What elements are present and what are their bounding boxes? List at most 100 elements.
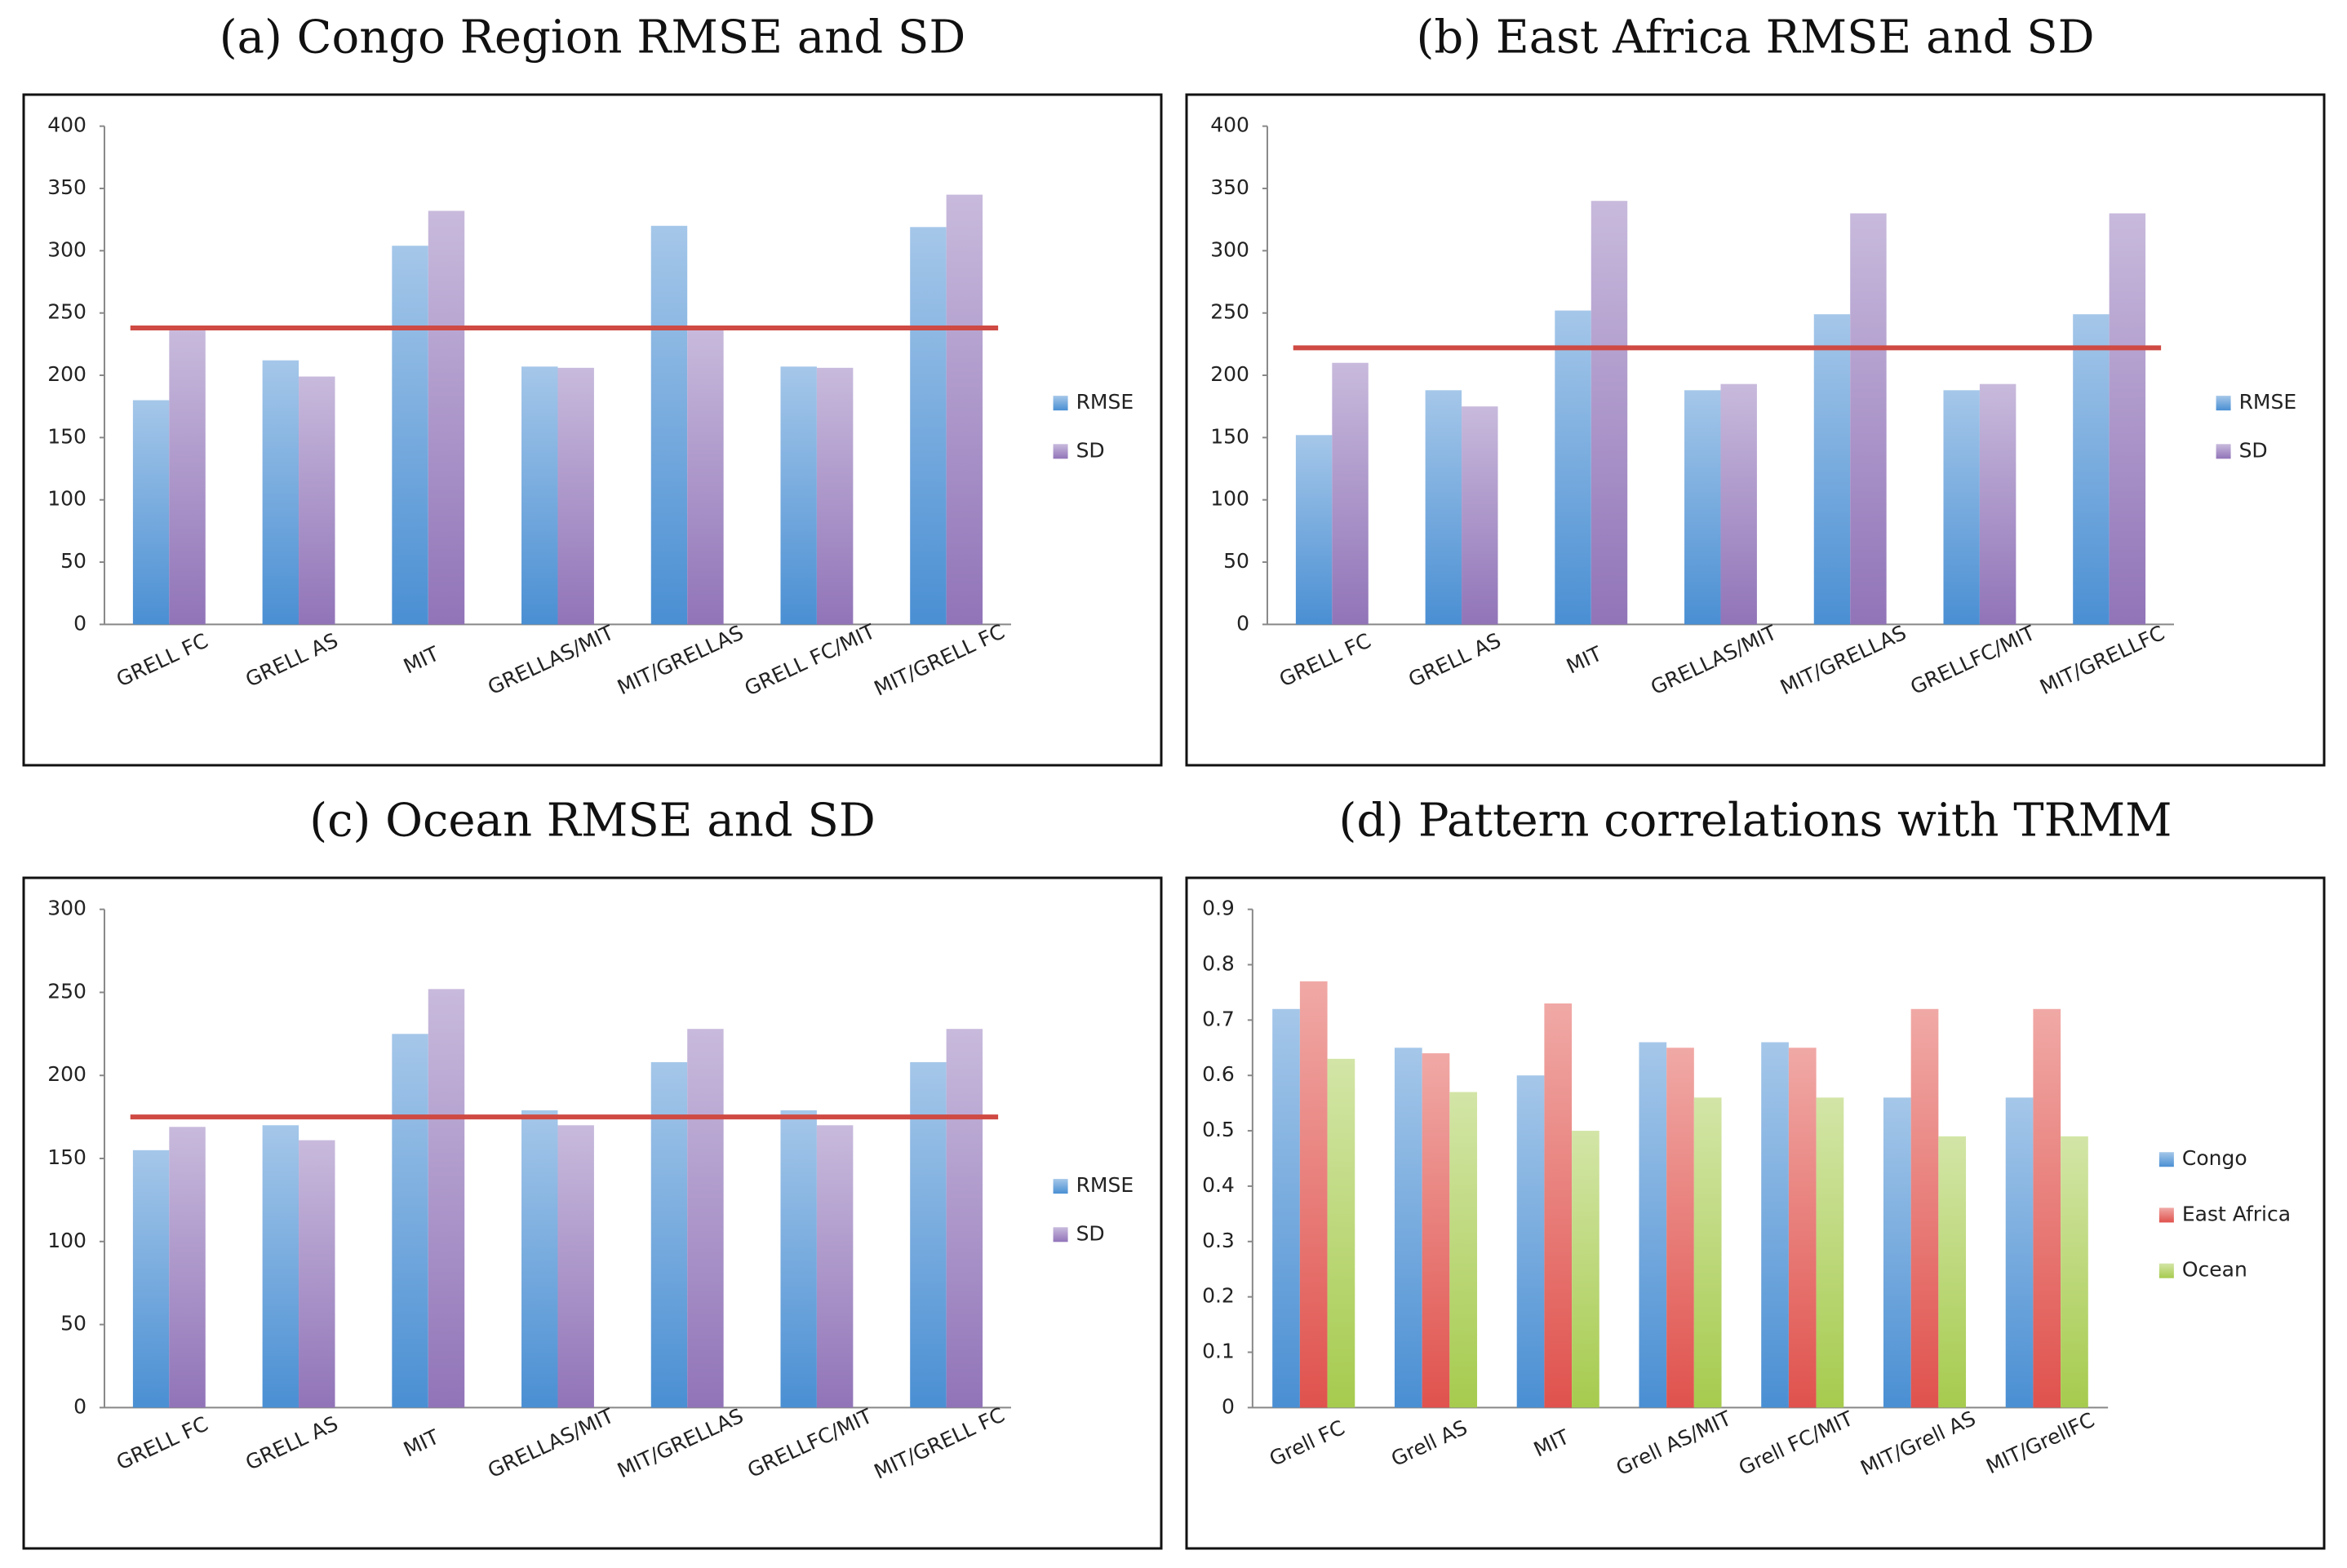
bar	[428, 210, 465, 625]
x-tick-label: MIT/GRELLAS	[1777, 621, 1910, 700]
bar	[1943, 390, 1980, 625]
x-tick-label: Grell FC	[1266, 1415, 1348, 1471]
y-tick-label: 300	[47, 237, 87, 261]
bar	[1883, 1097, 1911, 1408]
bar	[262, 1125, 299, 1408]
y-tick-label: 300	[1210, 237, 1249, 261]
x-tick-label: MIT	[400, 641, 443, 678]
bar	[1816, 1097, 1844, 1408]
y-tick-label: 0.9	[1202, 897, 1235, 920]
bar	[521, 1110, 558, 1408]
bar	[910, 1061, 947, 1408]
bar	[1299, 981, 1328, 1408]
x-tick-label: MIT/GRELL FC	[871, 1402, 1009, 1483]
y-tick-label: 150	[1210, 424, 1249, 448]
bar	[650, 1061, 688, 1408]
y-tick-label: 0	[73, 611, 87, 635]
bar	[169, 1127, 206, 1408]
x-tick-label: GRELLFC/MIT	[744, 1404, 876, 1482]
legend-label: Congo	[2182, 1146, 2247, 1170]
x-tick-label: MIT/Grell AS	[1857, 1406, 1979, 1480]
bar	[1327, 1058, 1355, 1408]
bar	[780, 366, 817, 625]
x-tick-label: GRELL AS	[242, 1411, 341, 1475]
x-tick-label: GRELL FC	[113, 1411, 211, 1474]
bar	[816, 1125, 854, 1408]
y-tick-label: 400	[47, 113, 87, 137]
bar	[1449, 1092, 1478, 1408]
y-tick-label: 200	[1210, 362, 1249, 386]
bar	[687, 1029, 724, 1408]
legend-label: East Africa	[2182, 1202, 2291, 1225]
y-tick-label: 0.3	[1202, 1229, 1235, 1252]
legend-swatch	[2158, 1152, 2174, 1167]
y-tick-label: 200	[47, 362, 87, 386]
bar	[299, 1140, 335, 1408]
y-tick-label: 0.4	[1202, 1173, 1235, 1197]
y-tick-label: 0.6	[1202, 1062, 1235, 1086]
bar	[1272, 1008, 1300, 1408]
legend-label: RMSE	[1076, 390, 1134, 414]
bar	[1761, 1042, 1789, 1408]
x-tick-label: MIT/GRELLAS	[614, 621, 747, 700]
bar	[1544, 1003, 1573, 1408]
bar	[2061, 1136, 2088, 1408]
bar	[1910, 1008, 1939, 1408]
x-tick-label: MIT/GRELLFC	[2036, 621, 2168, 699]
bar	[521, 366, 558, 625]
y-tick-label: 50	[60, 1312, 87, 1335]
y-tick-label: 50	[1223, 549, 1249, 573]
y-tick-label: 100	[47, 1229, 87, 1252]
bar	[1813, 314, 1851, 625]
x-tick-label: GRELLAS/MIT	[1647, 620, 1781, 699]
bar	[1684, 390, 1721, 625]
bar	[1332, 362, 1369, 625]
y-tick-label: 300	[47, 897, 87, 920]
bar	[132, 1149, 170, 1408]
bar	[1938, 1136, 1967, 1408]
legend-swatch	[1053, 1179, 1068, 1194]
x-tick-label: MIT	[1563, 641, 1606, 678]
bar	[2033, 1008, 2061, 1408]
legend-swatch	[1053, 444, 1068, 459]
legend-swatch	[2216, 444, 2231, 459]
y-tick-label: 50	[60, 549, 87, 573]
legend-label: RMSE	[1076, 1173, 1134, 1197]
bar	[1591, 201, 1628, 625]
legend-swatch	[2158, 1263, 2174, 1278]
bar	[1850, 213, 1887, 625]
legend-swatch	[1053, 396, 1068, 411]
chart-title: (a) Congo Region RMSE and SD	[220, 11, 965, 64]
y-tick-label: 400	[1210, 113, 1249, 137]
panel-border	[22, 876, 1163, 1550]
legend-swatch	[2216, 396, 2231, 411]
bar	[1788, 1048, 1817, 1408]
chart-title: (c) Ocean RMSE and SD	[309, 795, 875, 848]
bar	[1572, 1131, 1599, 1408]
y-tick-label: 0.8	[1202, 951, 1235, 975]
bar	[392, 246, 428, 625]
bar	[392, 1034, 428, 1408]
y-tick-label: 0.2	[1202, 1284, 1235, 1308]
y-tick-label: 200	[47, 1062, 87, 1086]
x-tick-label: MIT/GRELL FC	[871, 619, 1009, 700]
bar	[1693, 1097, 1722, 1408]
panel-border	[1185, 876, 2326, 1550]
bar	[1979, 383, 2016, 625]
bar	[299, 376, 335, 625]
y-tick-label: 350	[47, 175, 87, 199]
bar	[1720, 383, 1757, 625]
bar	[910, 227, 947, 625]
bar	[1394, 1048, 1422, 1408]
y-tick-label: 150	[47, 424, 87, 448]
x-tick-label: MIT/GrellFC	[1982, 1408, 2098, 1479]
bar	[1666, 1048, 1694, 1408]
bar	[687, 327, 724, 625]
y-tick-label: 0.5	[1202, 1118, 1235, 1141]
x-tick-label: Grell FC/MIT	[1735, 1406, 1857, 1480]
bar	[650, 225, 688, 625]
legend-label: SD	[1076, 1221, 1105, 1245]
bar	[946, 194, 983, 625]
bar	[2005, 1097, 2034, 1408]
y-tick-label: 350	[1210, 175, 1249, 199]
